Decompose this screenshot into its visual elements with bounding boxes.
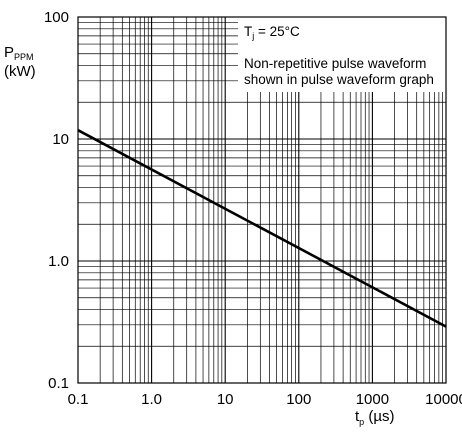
- grid-lines: [78, 17, 446, 383]
- x-axis-label: tp (µs): [355, 408, 395, 427]
- x-tick-label: 100: [286, 391, 311, 408]
- y-tick-label: 1.0: [48, 253, 69, 270]
- annotation-line-2: shown in pulse waveform graph: [244, 72, 434, 87]
- x-tick-label: 10: [217, 391, 234, 408]
- x-tick-label: 1000: [356, 391, 389, 408]
- y-tick-label: 10: [52, 131, 69, 148]
- annotation-temperature: Tj = 25°C: [244, 24, 300, 41]
- y-axis-label-main: PPPM: [4, 44, 34, 62]
- x-tick-label: 1.0: [141, 391, 162, 408]
- series-layer: [77, 129, 447, 328]
- y-tick-label: 0.1: [48, 375, 69, 392]
- plot-frame: [77, 16, 447, 384]
- series-line: [77, 129, 447, 328]
- x-tick-label: 0.1: [68, 391, 89, 408]
- y-tick-label: 100: [44, 9, 69, 26]
- annotation-line-1: Non-repetitive pulse waveform: [244, 56, 426, 71]
- annotation-box: [238, 17, 446, 92]
- y-axis-label-unit: (kW): [4, 63, 36, 80]
